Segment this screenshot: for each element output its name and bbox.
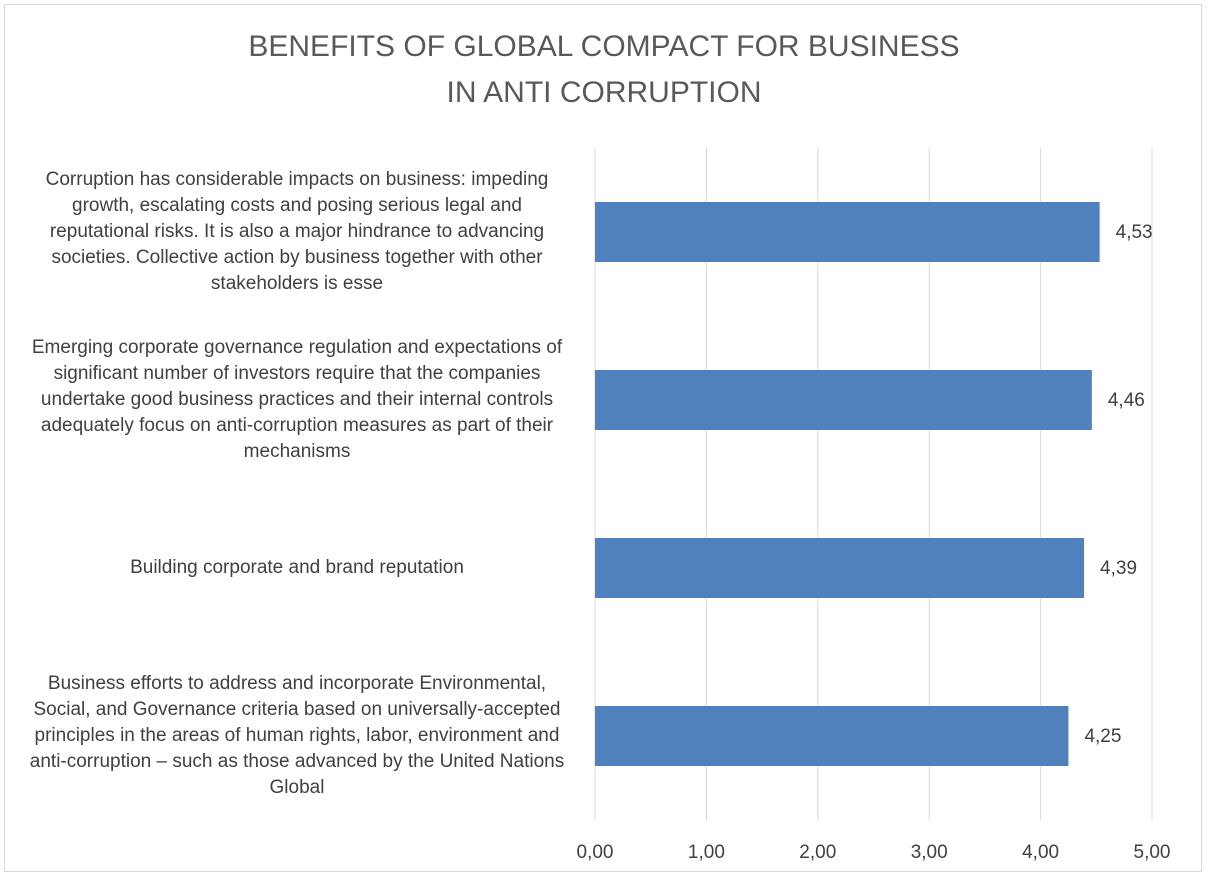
data-label: 4,39 <box>1100 558 1137 579</box>
data-label: 4,46 <box>1108 390 1145 411</box>
bar <box>595 370 1092 430</box>
chart-title: BENEFITS OF GLOBAL COMPACT FOR BUSINESS <box>248 30 960 63</box>
x-tick-label: 1,00 <box>688 842 725 863</box>
x-tick-label: 0,00 <box>577 842 614 863</box>
bar <box>595 706 1069 766</box>
chart-frame <box>4 4 1202 872</box>
y-tick-label: Business efforts to address and incorpor… <box>29 673 565 798</box>
x-tick-label: 3,00 <box>911 842 948 863</box>
bar <box>595 202 1100 262</box>
y-tick-label: Building corporate and brand reputation <box>130 557 464 578</box>
x-tick-label: 5,00 <box>1134 842 1171 863</box>
chart-title: IN ANTI CORRUPTION <box>446 76 762 109</box>
x-tick-label: 2,00 <box>799 842 836 863</box>
x-tick-label: 4,00 <box>1022 842 1059 863</box>
data-label: 4,25 <box>1084 726 1121 747</box>
bar <box>595 538 1085 598</box>
y-tick-label: Corruption has considerable impacts on b… <box>45 169 549 294</box>
data-label: 4,53 <box>1116 222 1153 243</box>
y-tick-label: Emerging corporate governance regulation… <box>31 337 563 462</box>
